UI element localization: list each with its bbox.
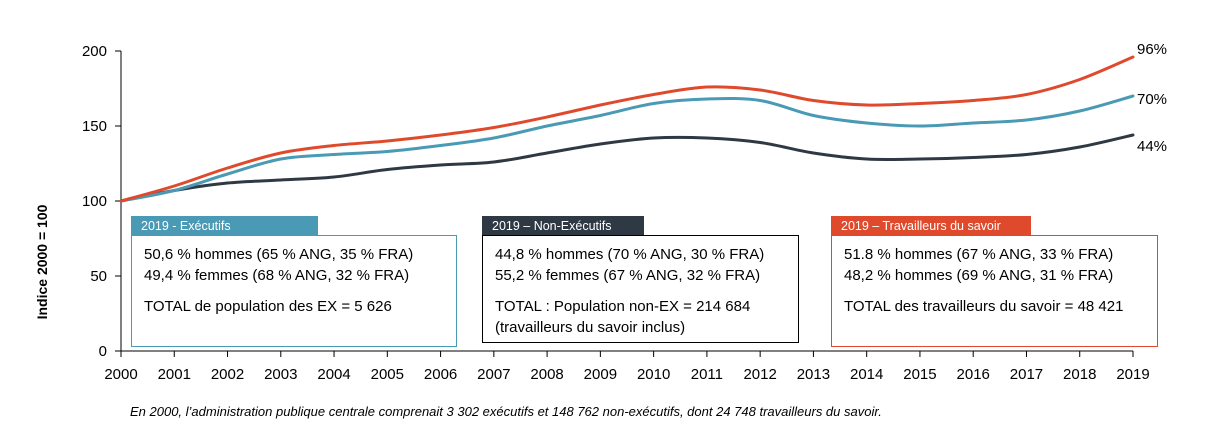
box-total: TOTAL de population des EX = 5 626 xyxy=(144,298,392,315)
box-total: (travailleurs du savoir inclus) xyxy=(495,319,686,336)
box-title-non-executifs: 2019 – Non-Exécutifs xyxy=(482,216,644,236)
box-travailleurs: 51.8 % hommes (67 % ANG, 33 % FRA) 48,2 … xyxy=(831,235,1158,347)
y-axis-label: Indice 2000 = 100 xyxy=(34,204,50,319)
box-title-executifs: 2019 - Exécutifs xyxy=(131,216,318,236)
series-line xyxy=(119,133,1135,203)
axes: 0 50 100 150 200 2000 2001 2002 2003 2004 2005 2006… xyxy=(82,43,1150,383)
box-line: 48,2 % hommes (69 % ANG, 31 % FRA) xyxy=(844,267,1114,284)
box-total: TOTAL des travailleurs du savoir = 48 42… xyxy=(844,298,1124,315)
box-title-travailleurs: 2019 – Travailleurs du savoir xyxy=(831,216,1031,236)
x-tick-label: 2015 xyxy=(903,366,936,383)
y-tick-label: 150 xyxy=(82,118,107,135)
series-lines xyxy=(119,55,1135,203)
x-tick-label: 2016 xyxy=(957,366,990,383)
x-tick-label: 2014 xyxy=(850,366,883,383)
line-chart: 0 50 100 150 200 2000 2001 2002 2003 2004 2005 2006… xyxy=(34,41,1167,383)
x-tick-label: 2003 xyxy=(264,366,297,383)
x-tick-label: 2011 xyxy=(691,366,723,383)
y-tick-label: 50 xyxy=(90,268,107,285)
box-line: 55,2 % femmes (67 % ANG, 32 % FRA) xyxy=(495,267,761,284)
x-tick-label: 2009 xyxy=(584,366,617,383)
x-tick-label: 2010 xyxy=(637,366,670,383)
series-end-label: 44% xyxy=(1137,138,1167,155)
x-tick-label: 2018 xyxy=(1063,366,1096,383)
x-tick-label: 2002 xyxy=(211,366,244,383)
box-line: 49,4 % femmes (68 % ANG, 32 % FRA) xyxy=(144,267,410,284)
series-end-label: 96% xyxy=(1137,41,1167,58)
box-line: 51.8 % hommes (67 % ANG, 33 % FRA) xyxy=(844,246,1114,263)
footnote: En 2000, l’administration publique centr… xyxy=(130,404,882,419)
box-total: TOTAL : Population non-EX = 214 684 xyxy=(495,298,751,315)
y-tick-label: 200 xyxy=(82,43,107,60)
x-tick-label: 2012 xyxy=(743,366,776,383)
x-tick-label: 2000 xyxy=(104,366,137,383)
box-line: 50,6 % hommes (65 % ANG, 35 % FRA) xyxy=(144,246,414,263)
series-end-label: 70% xyxy=(1137,91,1167,108)
x-tick-label: 2013 xyxy=(797,366,830,383)
x-tick-label: 2017 xyxy=(1010,366,1043,383)
x-tick-label: 2019 xyxy=(1116,366,1149,383)
series-line xyxy=(119,55,1135,203)
series-line xyxy=(119,94,1135,203)
x-tick-label: 2005 xyxy=(371,366,404,383)
box-non-executifs: 44,8 % hommes (70 % ANG, 30 % FRA) 55,2 … xyxy=(482,235,799,343)
end-labels: 96% 70% 44% xyxy=(1137,41,1167,155)
x-tick-label: 2006 xyxy=(424,366,457,383)
y-tick-label: 100 xyxy=(82,193,107,210)
x-tick-label: 2004 xyxy=(317,366,350,383)
x-tick-label: 2008 xyxy=(530,366,563,383)
x-tick-label: 2001 xyxy=(158,366,191,383)
y-tick-label: 0 xyxy=(99,343,107,360)
box-line: 44,8 % hommes (70 % ANG, 30 % FRA) xyxy=(495,246,765,263)
box-executifs: 50,6 % hommes (65 % ANG, 35 % FRA) 49,4 … xyxy=(131,235,457,347)
x-tick-label: 2007 xyxy=(477,366,510,383)
